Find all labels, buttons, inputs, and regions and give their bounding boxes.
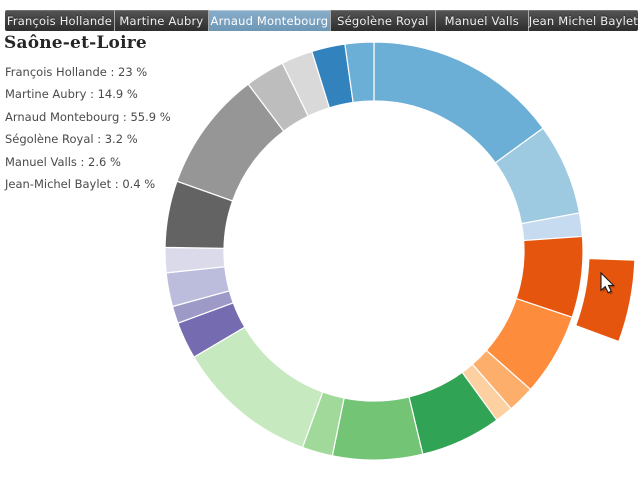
page-title: Saône-et-Loire: [4, 33, 147, 53]
donut-segment-exploded[interactable]: [574, 257, 636, 343]
tab-segolene-royal[interactable]: Ségolène Royal: [329, 10, 435, 31]
donut-segment[interactable]: [373, 41, 544, 164]
legend-item-jean-michel-baylet: Jean-Michel Baylet : 0.4 %: [5, 176, 156, 191]
donut-segment[interactable]: [331, 396, 424, 461]
cursor-arrow-icon: [600, 271, 615, 294]
legend-item-francois-hollande: François Hollande : 23 %: [5, 65, 148, 79]
donut-segment[interactable]: [344, 41, 375, 104]
legend-item-arnaud-montebourg: Arnaud Montebourg : 55.9 %: [5, 109, 171, 124]
candidate-tab-bar: François Hollande Martine Aubry Arnaud M…: [5, 10, 638, 31]
tab-martine-aubry[interactable]: Martine Aubry: [113, 10, 208, 31]
tab-manuel-valls[interactable]: Manuel Valls: [434, 10, 528, 31]
donut-chart: [164, 41, 636, 461]
tab-jean-michel-baylet[interactable]: Jean Michel Baylet: [527, 10, 638, 31]
legend-item-martine-aubry: Martine Aubry : 14.9 %: [5, 87, 138, 102]
legend-item-manuel-valls: Manuel Valls : 2.6 %: [5, 154, 121, 169]
legend-item-segolene-royal: Ségolène Royal : 3.2 %: [5, 132, 138, 147]
results-legend: François Hollande : 23 % Martine Aubry :…: [5, 61, 171, 195]
tab-francois-hollande[interactable]: François Hollande: [6, 13, 113, 28]
tab-arnaud-montebourg[interactable]: Arnaud Montebourg: [207, 10, 330, 31]
mouse-cursor: [600, 271, 616, 295]
